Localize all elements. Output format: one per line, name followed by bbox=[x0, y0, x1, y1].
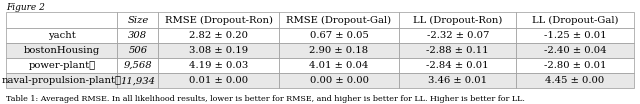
Bar bbox=[516, 73, 634, 88]
Text: 11,934: 11,934 bbox=[120, 76, 156, 85]
Bar bbox=[399, 73, 516, 88]
Text: Table 1: Averaged RMSE. In all likelihood results, lower is better for RMSE, and: Table 1: Averaged RMSE. In all likelihoo… bbox=[6, 95, 525, 103]
Bar bbox=[6, 28, 117, 43]
Text: 2.82 ± 0.20: 2.82 ± 0.20 bbox=[189, 31, 248, 40]
Bar bbox=[516, 28, 634, 43]
Bar bbox=[117, 12, 159, 28]
Bar bbox=[159, 58, 279, 73]
Bar bbox=[159, 43, 279, 58]
Text: -2.32 ± 0.07: -2.32 ± 0.07 bbox=[427, 31, 489, 40]
Bar bbox=[399, 12, 516, 28]
Bar bbox=[279, 73, 399, 88]
Text: LL (Dropout-Gal): LL (Dropout-Gal) bbox=[532, 15, 618, 25]
Bar bbox=[399, 58, 516, 73]
Bar bbox=[516, 43, 634, 58]
Bar bbox=[279, 58, 399, 73]
Text: RMSE (Dropout-Gal): RMSE (Dropout-Gal) bbox=[287, 15, 392, 25]
Text: 0.01 ± 0.00: 0.01 ± 0.00 bbox=[189, 76, 248, 85]
Text: bostonHousing: bostonHousing bbox=[24, 46, 100, 55]
Text: power-plant⋆: power-plant⋆ bbox=[28, 61, 95, 70]
Text: 3.46 ± 0.01: 3.46 ± 0.01 bbox=[428, 76, 487, 85]
Text: 3.08 ± 0.19: 3.08 ± 0.19 bbox=[189, 46, 248, 55]
Bar bbox=[117, 73, 159, 88]
Text: LL (Dropout-Ron): LL (Dropout-Ron) bbox=[413, 15, 502, 25]
Text: -2.84 ± 0.01: -2.84 ± 0.01 bbox=[426, 61, 489, 70]
Bar bbox=[117, 43, 159, 58]
Text: RMSE (Dropout-Ron): RMSE (Dropout-Ron) bbox=[164, 15, 273, 25]
Text: 506: 506 bbox=[128, 46, 147, 55]
Text: 2.90 ± 0.18: 2.90 ± 0.18 bbox=[310, 46, 369, 55]
Bar bbox=[6, 12, 117, 28]
Text: -2.88 ± 0.11: -2.88 ± 0.11 bbox=[426, 46, 489, 55]
Text: Size: Size bbox=[127, 16, 148, 25]
Text: -2.80 ± 0.01: -2.80 ± 0.01 bbox=[544, 61, 606, 70]
Text: 308: 308 bbox=[128, 31, 147, 40]
Bar bbox=[159, 73, 279, 88]
Bar bbox=[6, 73, 117, 88]
Text: yacht: yacht bbox=[48, 31, 76, 40]
Bar bbox=[516, 58, 634, 73]
Bar bbox=[159, 28, 279, 43]
Bar bbox=[279, 28, 399, 43]
Bar bbox=[516, 12, 634, 28]
Text: 4.45 ± 0.00: 4.45 ± 0.00 bbox=[545, 76, 605, 85]
Text: 4.01 ± 0.04: 4.01 ± 0.04 bbox=[309, 61, 369, 70]
Bar bbox=[6, 43, 117, 58]
Bar bbox=[399, 28, 516, 43]
Text: -1.25 ± 0.01: -1.25 ± 0.01 bbox=[544, 31, 606, 40]
Bar bbox=[279, 12, 399, 28]
Bar bbox=[159, 12, 279, 28]
Bar bbox=[399, 43, 516, 58]
Text: naval-propulsion-plant⋆: naval-propulsion-plant⋆ bbox=[2, 76, 122, 85]
Bar bbox=[117, 28, 159, 43]
Text: 9,568: 9,568 bbox=[124, 61, 152, 70]
Bar bbox=[6, 58, 117, 73]
Text: 0.67 ± 0.05: 0.67 ± 0.05 bbox=[310, 31, 369, 40]
Text: -2.40 ± 0.04: -2.40 ± 0.04 bbox=[544, 46, 606, 55]
Bar bbox=[117, 58, 159, 73]
Text: 4.19 ± 0.03: 4.19 ± 0.03 bbox=[189, 61, 248, 70]
Text: 0.00 ± 0.00: 0.00 ± 0.00 bbox=[310, 76, 369, 85]
Text: Figure 2: Figure 2 bbox=[6, 3, 45, 12]
Bar bbox=[279, 43, 399, 58]
